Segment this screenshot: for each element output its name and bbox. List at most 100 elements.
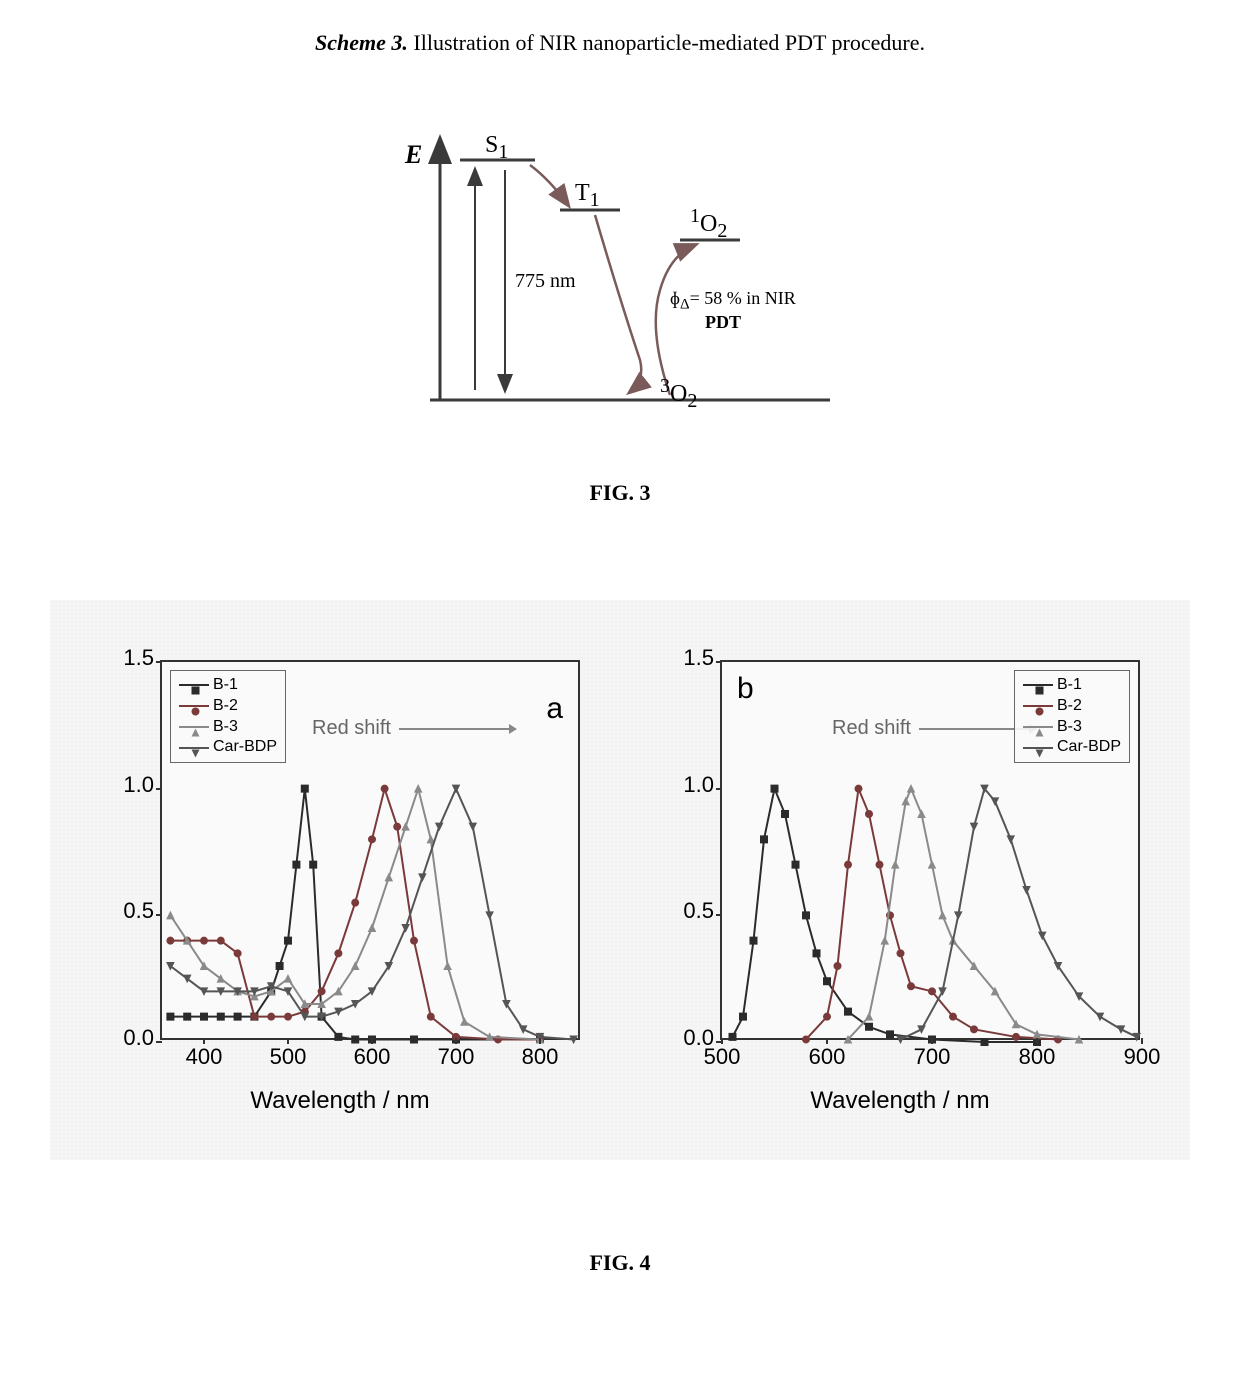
fig3-label: FIG. 3: [589, 480, 650, 506]
series-marker-B2: [381, 785, 388, 792]
series-marker-B2: [201, 937, 208, 944]
panel-b-xlabel: Wavelength / nm: [810, 1087, 989, 1115]
series-marker-B1: [310, 861, 317, 868]
series-marker-B3: [461, 1018, 468, 1025]
series-marker-B2: [268, 1013, 275, 1020]
series-marker-B1: [761, 836, 768, 843]
series-marker-B1: [301, 785, 308, 792]
legend-item: B-2: [179, 696, 277, 717]
legend-item: B-1: [179, 675, 277, 696]
legend-item: B-1: [1023, 675, 1121, 696]
series-marker-B2: [950, 1013, 957, 1020]
t1-label: T1: [575, 180, 600, 212]
series-marker-B1: [276, 963, 283, 970]
series-marker-B3: [918, 811, 925, 818]
series-marker-B2: [394, 823, 401, 830]
legend-label: B-3: [1057, 717, 1082, 738]
series-marker-CarBDP: [419, 874, 426, 881]
series-line-B2: [806, 789, 1058, 1040]
xtick-label: 700: [914, 1044, 951, 1070]
t1-decay-arrow: [595, 215, 641, 392]
series-marker-B3: [415, 785, 422, 792]
series-marker-B2: [427, 1013, 434, 1020]
legend-item: Car-BDP: [1023, 737, 1121, 758]
triplet-o2-label: 3O2: [660, 375, 697, 413]
xtick-label: 800: [522, 1044, 559, 1070]
xtick-label: 700: [438, 1044, 475, 1070]
ytick-label: 0.5: [123, 898, 154, 924]
series-marker-B2: [251, 1013, 258, 1020]
series-line-CarBDP: [901, 789, 1137, 1040]
series-marker-CarBDP: [1023, 887, 1030, 894]
series-marker-B3: [352, 963, 359, 970]
series-marker-B3: [881, 937, 888, 944]
series-marker-B3: [902, 798, 909, 805]
series-marker-B2: [897, 950, 904, 957]
series-marker-B1: [217, 1013, 224, 1020]
ytick-label: 1.0: [123, 772, 154, 798]
series-marker-CarBDP: [352, 1001, 359, 1008]
series-marker-B2: [352, 899, 359, 906]
phi-label: ɸΔ= 58 % in NIR: [670, 288, 796, 314]
series-marker-B3: [385, 874, 392, 881]
series-marker-B2: [866, 811, 873, 818]
series-line-B3: [848, 789, 1079, 1040]
panel-b: Normalized Intensity Wavelength / nm b R…: [640, 640, 1160, 1120]
series-marker-B1: [803, 912, 810, 919]
e-label: E: [405, 140, 422, 170]
ytick-label: 1.0: [683, 772, 714, 798]
series-marker-B3: [402, 823, 409, 830]
series-marker-B2: [971, 1026, 978, 1033]
series-marker-B2: [1013, 1033, 1020, 1040]
series-marker-CarBDP: [1118, 1026, 1125, 1033]
series-marker-B1: [285, 937, 292, 944]
series-line-CarBDP: [170, 789, 573, 1040]
series-marker-B2: [855, 785, 862, 792]
series-marker-B2: [411, 937, 418, 944]
series-marker-B2: [167, 937, 174, 944]
series-marker-B2: [929, 988, 936, 995]
panel-a-redshift: Red shift: [312, 717, 517, 740]
series-marker-B3: [167, 912, 174, 919]
series-marker-B1: [782, 811, 789, 818]
series-marker-B2: [908, 983, 915, 990]
legend-label: Car-BDP: [213, 737, 277, 758]
series-marker-B1: [352, 1036, 359, 1043]
series-marker-CarBDP: [971, 823, 978, 830]
scheme-label: Scheme 3.: [315, 30, 408, 55]
series-marker-B2: [845, 861, 852, 868]
ytick-label: 1.5: [123, 645, 154, 671]
series-line-B1: [733, 789, 1038, 1042]
series-marker-CarBDP: [1133, 1033, 1140, 1040]
series-marker-B1: [813, 950, 820, 957]
series-marker-B3: [369, 925, 376, 932]
series-marker-CarBDP: [1039, 932, 1046, 939]
series-marker-B2: [876, 861, 883, 868]
series-marker-B1: [845, 1008, 852, 1015]
xtick-label: 500: [704, 1044, 741, 1070]
series-marker-B3: [285, 975, 292, 982]
panel-b-frame: b Red shift B-1B-2B-3Car-BDP 0.00.51.01.…: [720, 660, 1140, 1040]
series-marker-B1: [411, 1036, 418, 1043]
legend-item: B-3: [179, 717, 277, 738]
panel-b-letter: b: [737, 672, 754, 706]
scheme-caption: Scheme 3. Illustration of NIR nanopartic…: [315, 30, 925, 56]
panel-a: Normalized Absorption Wavelength / nm a …: [80, 640, 600, 1120]
fig4-label: FIG. 4: [589, 1250, 650, 1276]
legend-label: B-3: [213, 717, 238, 738]
series-marker-CarBDP: [436, 823, 443, 830]
series-marker-B1: [824, 978, 831, 985]
xtick-label: 600: [809, 1044, 846, 1070]
series-marker-B1: [887, 1031, 894, 1038]
series-marker-B2: [834, 963, 841, 970]
series-marker-B1: [335, 1033, 342, 1040]
series-marker-B2: [824, 1013, 831, 1020]
series-marker-B1: [201, 1013, 208, 1020]
s1-label: S1: [485, 132, 508, 164]
series-marker-CarBDP: [918, 1026, 925, 1033]
xtick-label: 400: [186, 1044, 223, 1070]
xtick-label: 900: [1124, 1044, 1161, 1070]
series-marker-B3: [908, 785, 915, 792]
ytick-label: 1.5: [683, 645, 714, 671]
series-marker-B2: [318, 988, 325, 995]
